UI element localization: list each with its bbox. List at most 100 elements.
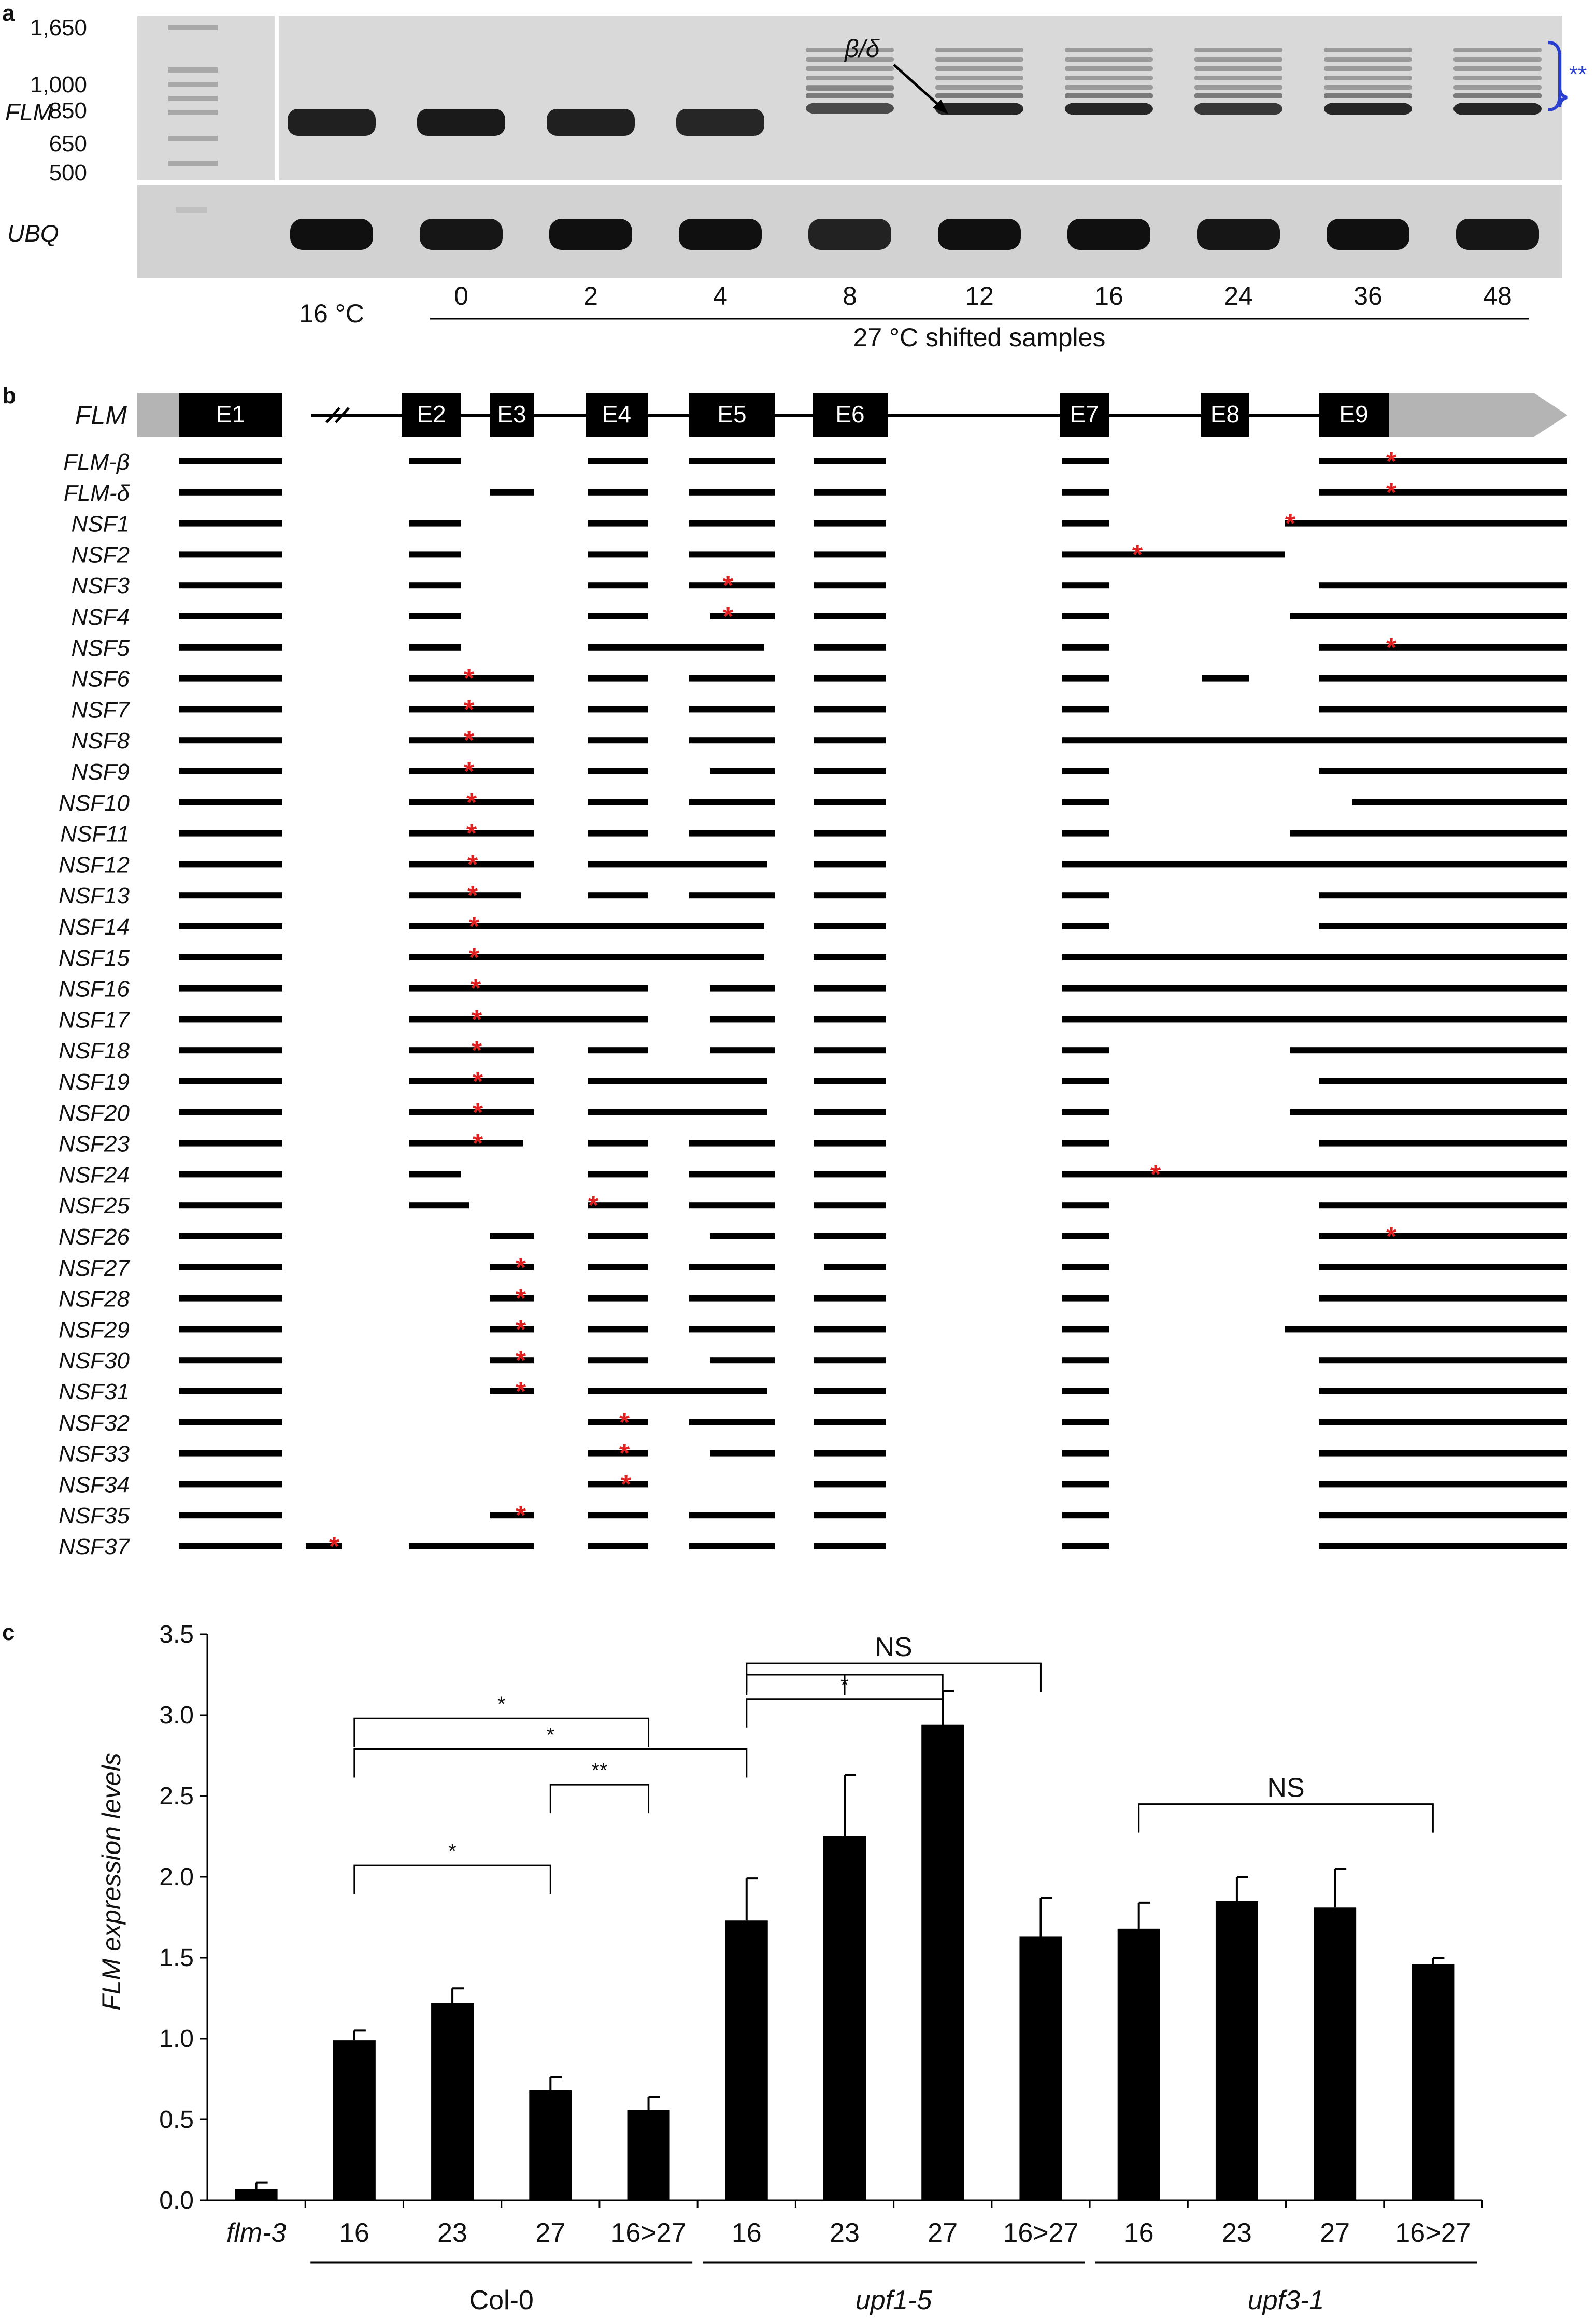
isoform-segment — [1062, 489, 1109, 496]
ladder-label-850: 850 — [49, 98, 87, 123]
exon-label: E3 — [497, 401, 526, 428]
gene-label-ubq: UBQ — [7, 220, 59, 247]
isoform-segment — [588, 520, 648, 527]
beta-delta-band — [1194, 93, 1282, 98]
isoform-segment — [409, 706, 534, 713]
isoform-segment — [1290, 1047, 1568, 1054]
significance-bracket — [353, 1864, 551, 1894]
exon-label: E1 — [216, 401, 245, 428]
utr-5prime — [137, 393, 179, 437]
smear-band — [935, 76, 1023, 80]
isoform-segment — [710, 1357, 775, 1364]
isoform-segment — [814, 1016, 886, 1023]
exon-box — [1060, 393, 1109, 437]
isoform-segment — [1319, 1264, 1568, 1270]
isoform-row: NSF12 * — [59, 850, 1568, 880]
exon-label: E5 — [717, 401, 746, 428]
beta-delta-band — [1454, 93, 1542, 98]
gel-bands — [288, 48, 1542, 250]
isoform-segment — [814, 985, 886, 992]
isoform-segment — [710, 1016, 775, 1023]
stop-codon-star: * — [467, 850, 478, 880]
ubq-band — [290, 219, 373, 250]
lane-label: 48 — [1483, 281, 1512, 310]
beta-delta-band — [1324, 93, 1412, 98]
isoform-segment — [1319, 706, 1568, 713]
isoform-segment — [409, 1047, 534, 1054]
x-tick-label: flm-3 — [226, 2218, 287, 2248]
isoform-segment — [409, 830, 534, 837]
panel-label-c: c — [2, 1620, 15, 1645]
panel-label-b: b — [2, 383, 16, 408]
bar — [1215, 1901, 1258, 2200]
significance-label: ** — [591, 1759, 607, 1782]
isoform-segment — [814, 1233, 886, 1239]
isoform-segment — [588, 675, 648, 682]
isoform-row: NSF28 * — [59, 1284, 1568, 1314]
isoform-label: NSF10 — [59, 790, 130, 816]
ladder-label-500: 500 — [49, 160, 87, 186]
ubq-band — [938, 219, 1021, 250]
isoform-segment — [710, 1450, 775, 1457]
y-tick-label: 3.0 — [159, 1702, 194, 1729]
panel-c-bar-chart: FLM expression levels 0.0 0.5 1.0 1.5 2.0 2.5… — [97, 1621, 1483, 2315]
isoform-label: NSF30 — [59, 1348, 130, 1374]
isoform-segment — [1319, 1140, 1568, 1147]
isoform-segment — [179, 923, 282, 929]
exon-box — [689, 393, 775, 437]
isoform-segment — [179, 1140, 282, 1147]
isoform-segment — [490, 1357, 534, 1364]
isoform-segment — [179, 1016, 282, 1023]
isoform-segment — [588, 830, 648, 837]
isoform-row: NSF25 * — [59, 1191, 1568, 1221]
exon-box — [179, 393, 282, 437]
isoform-segment — [689, 1140, 775, 1147]
isoform-segment — [1062, 1264, 1109, 1270]
isoform-label: NSF23 — [59, 1132, 130, 1157]
isoform-row: NSF31 * — [59, 1377, 1568, 1407]
isoform-segment — [1290, 613, 1568, 619]
isoform-label: NSF12 — [59, 852, 130, 878]
isoform-segment — [1062, 1078, 1109, 1084]
significance-bracket — [746, 1662, 1042, 1692]
isoform-segment — [1062, 1512, 1109, 1519]
isoform-segment — [588, 1078, 767, 1084]
y-tick-label: 1.0 — [159, 2025, 194, 2053]
isoform-segment — [179, 613, 282, 619]
isoform-segment — [179, 830, 282, 837]
isoform-segment — [1202, 675, 1249, 682]
stop-codon-star: * — [516, 1377, 526, 1407]
smear-band — [1454, 66, 1542, 71]
isoform-segment — [1319, 644, 1568, 651]
isoform-segment — [1062, 1357, 1109, 1364]
exon-box — [1319, 393, 1389, 437]
isoform-segment — [689, 706, 775, 713]
isoform-segment — [814, 1047, 886, 1054]
y-tick-label: 2.5 — [159, 1783, 194, 1810]
isoform-segment — [1062, 1450, 1109, 1457]
isoform-segment — [179, 1202, 282, 1209]
exon-label: E4 — [602, 401, 631, 428]
isoform-segment — [179, 1388, 282, 1394]
lane-label: 24 — [1224, 281, 1253, 310]
isoform-label: NSF24 — [59, 1162, 130, 1187]
isoform-label: NSF9 — [72, 759, 130, 785]
isoform-row: NSF18 * — [59, 1036, 1568, 1066]
isoform-row: NSF33 * — [59, 1439, 1568, 1469]
isoform-segment — [689, 1512, 775, 1519]
smear-band — [1065, 76, 1153, 80]
isoform-segment — [814, 954, 886, 960]
bracket-significance: ** — [1569, 62, 1587, 87]
stop-codon-star: * — [472, 1005, 482, 1035]
isoform-segment — [179, 799, 282, 805]
exon-label: E6 — [835, 401, 864, 428]
isoform-segment — [1290, 830, 1568, 837]
smear-band — [1324, 57, 1412, 62]
isoform-segment — [179, 1450, 282, 1457]
beta-delta-band — [1065, 93, 1153, 98]
isoform-segment — [689, 737, 775, 744]
isoform-segment — [490, 1326, 534, 1333]
nested-bracket — [746, 1674, 944, 1695]
smear-band — [1324, 76, 1412, 80]
exon-box — [402, 393, 461, 437]
